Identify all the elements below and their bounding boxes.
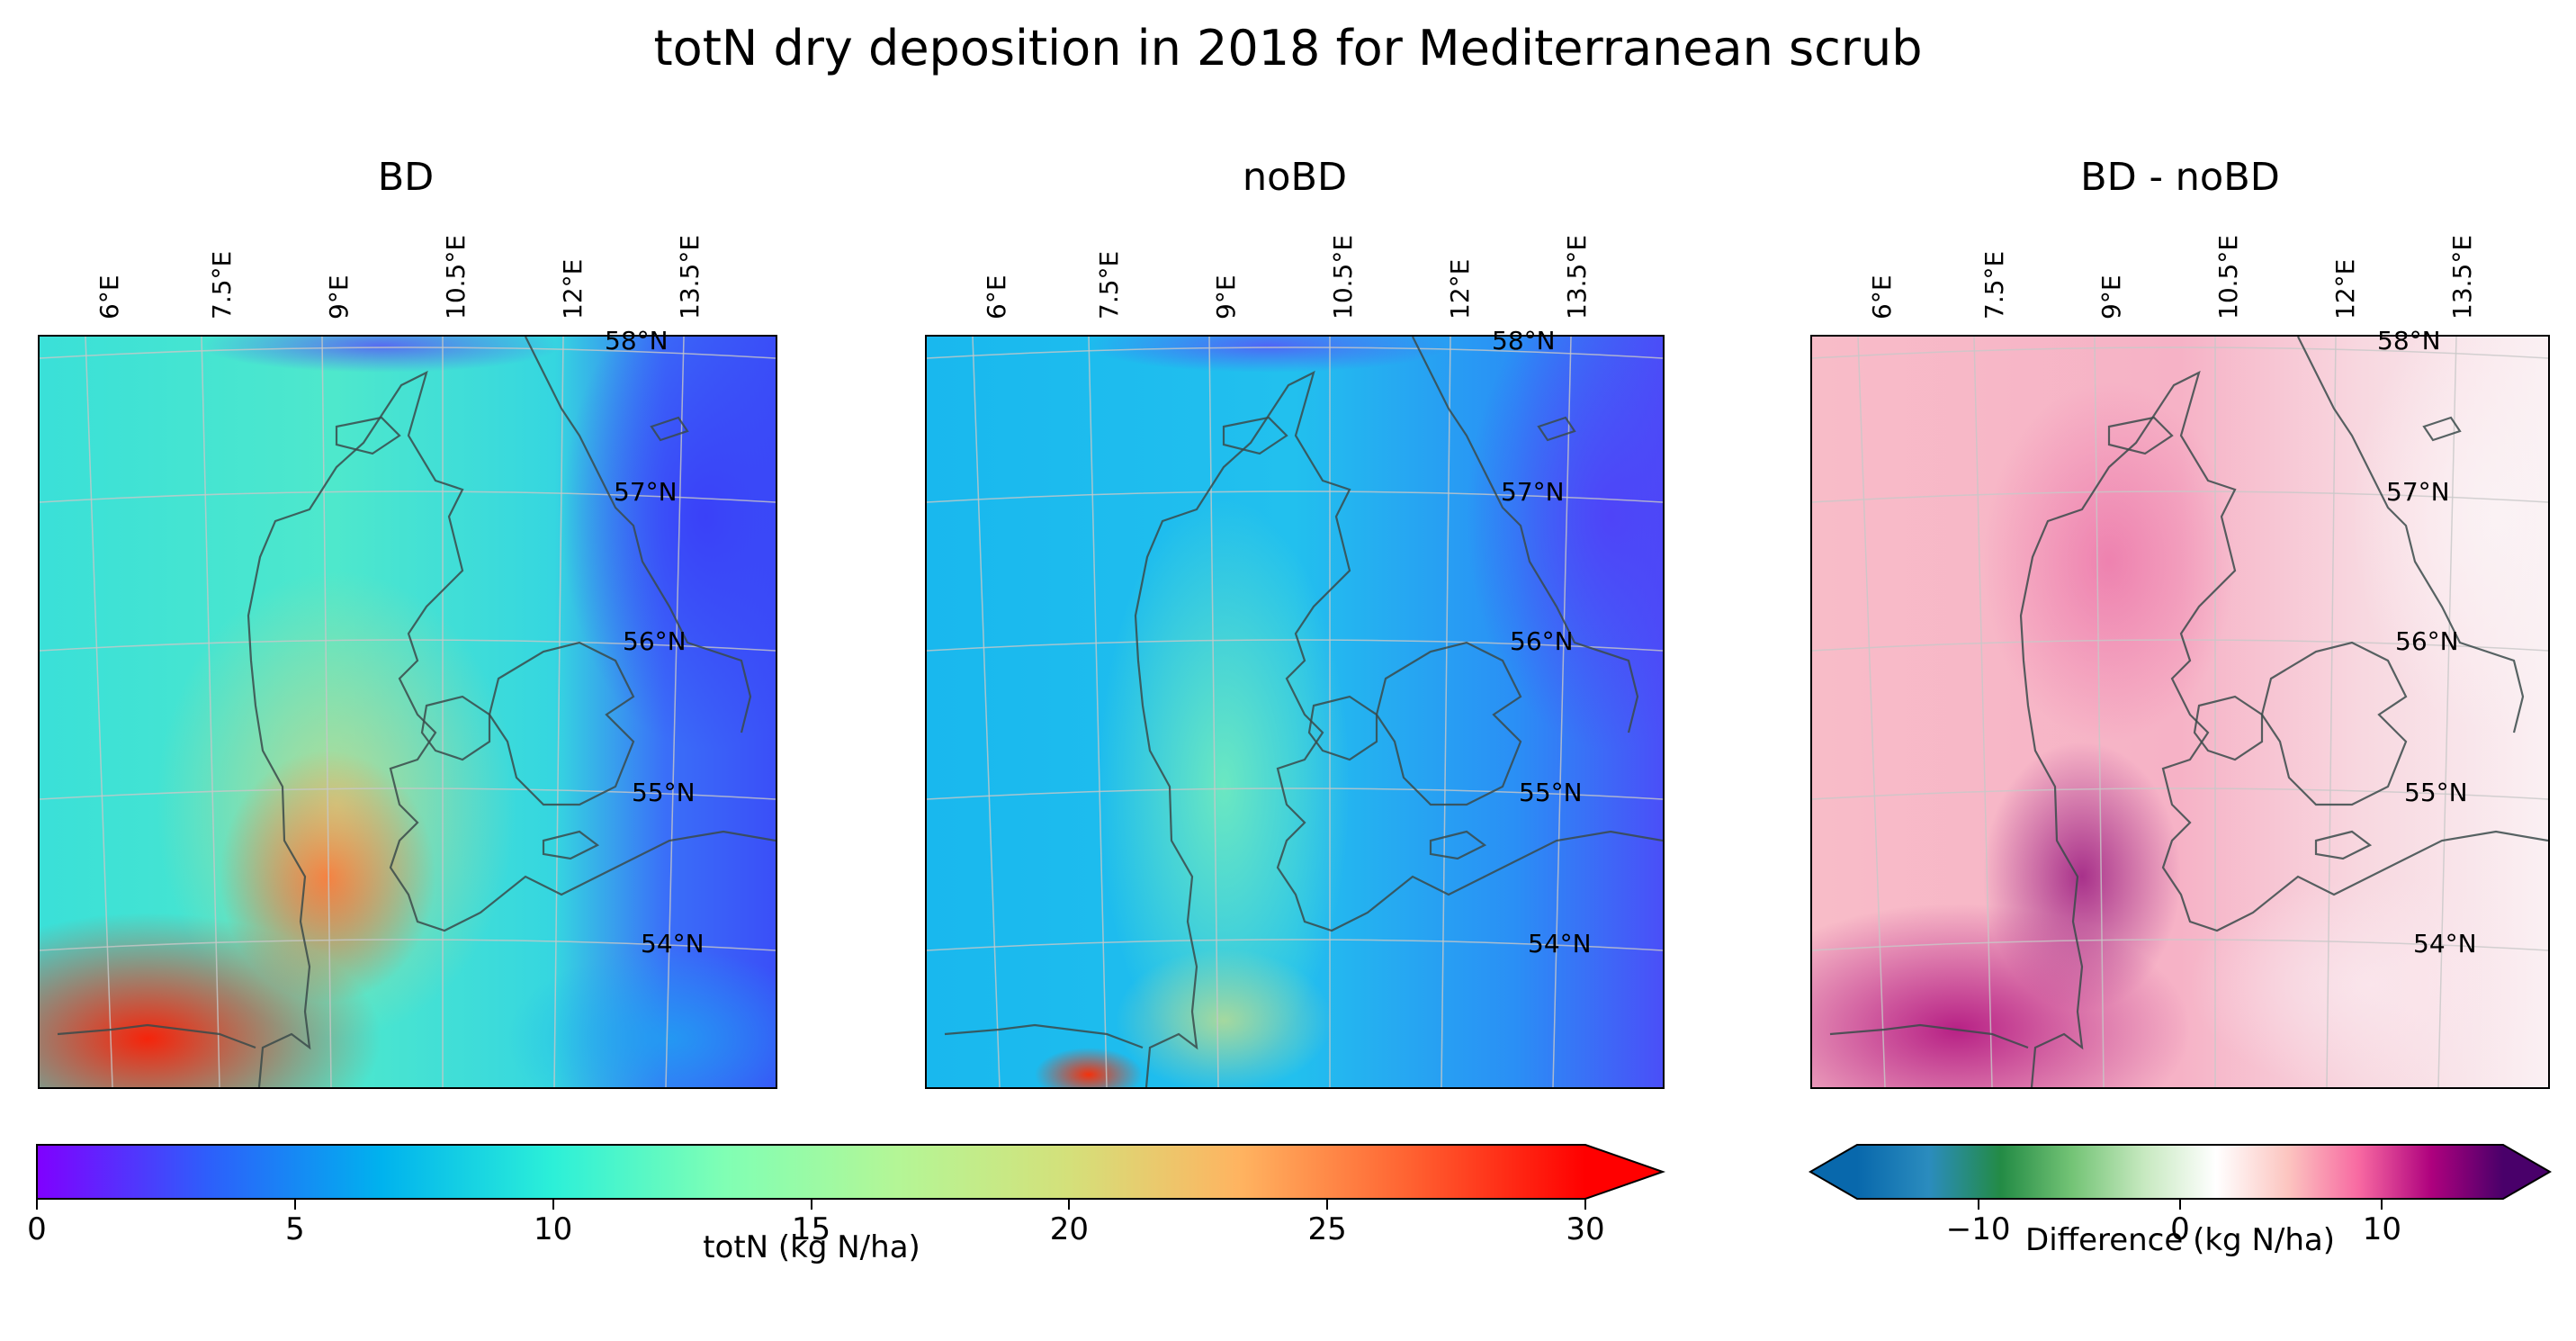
lon-tick-label: 6°E [1867, 274, 1897, 320]
lat-tick-label: 55°N [632, 778, 696, 807]
colorbar-main-tick [1584, 1199, 1586, 1210]
colorbar-diff-gradient [1857, 1145, 2503, 1199]
lon-tick-label: 7.5°E [1094, 250, 1124, 320]
lon-tick-label: 6°E [94, 274, 124, 320]
map-panel-bd[interactable] [38, 335, 777, 1089]
lat-tick-label: 58°N [1492, 326, 1556, 356]
colorbar-main-tick [293, 1199, 296, 1210]
colorbar-main-tick-label: 15 [791, 1211, 831, 1247]
lon-tick-label: 9°E [1211, 274, 1241, 320]
panel-title-diff: BD - noBD [2080, 155, 2280, 200]
lat-tick-label: 54°N [2413, 929, 2477, 958]
lat-tick-label: 57°N [614, 477, 678, 507]
colorbar-diff-extend-max [2503, 1145, 2550, 1199]
panel-title-nobd: noBD [1242, 155, 1348, 200]
lat-tick-label: 56°N [1510, 626, 1574, 656]
lon-tick-label: 10.5°E [2213, 234, 2243, 320]
colorbar-main-tick-label: 30 [1566, 1211, 1605, 1247]
lat-tick-label: 56°N [623, 626, 687, 656]
panel-title-bd: BD [377, 155, 435, 200]
colorbar-main-tick [1326, 1199, 1329, 1210]
lon-tick-label: 10.5°E [1328, 234, 1358, 320]
colorbar-main-tick [36, 1199, 38, 1210]
map-panel-diff[interactable] [1810, 335, 2550, 1089]
colorbar-diff-tick-label: 0 [2170, 1211, 2190, 1247]
colorbar-main-extend-max [1585, 1145, 1663, 1199]
lon-tick-label: 12°E [2330, 258, 2360, 320]
colorbar-diff-extend-min [1810, 1145, 1857, 1199]
lon-tick-label: 13.5°E [1562, 234, 1592, 320]
colorbar-main-tick-label: 20 [1049, 1211, 1089, 1247]
lat-tick-label: 57°N [2386, 477, 2450, 507]
colorbar-diff [1809, 1144, 2552, 1200]
colorbar-diff-tick [2381, 1199, 2383, 1210]
lon-tick-label: 10.5°E [441, 234, 471, 320]
colorbar-diff-outline [1809, 1144, 2552, 1200]
colorbar-diff-tick-label: 10 [2362, 1211, 2401, 1247]
lon-tick-label: 7.5°E [1979, 250, 2009, 320]
lon-tick-label: 7.5°E [207, 250, 237, 320]
colorbar-diff-label: Difference (kg N/ha) [2025, 1222, 2335, 1258]
lon-tick-label: 9°E [2096, 274, 2126, 320]
colorbar-diff-tick [2179, 1199, 2181, 1210]
colorbar-diff-tick-label: −10 [1945, 1211, 2011, 1247]
colorbar-main-outline [36, 1144, 1666, 1200]
lat-tick-label: 57°N [1501, 477, 1565, 507]
lon-tick-label: 13.5°E [2447, 234, 2477, 320]
colorbar-main-tick [810, 1199, 812, 1210]
figure-title: totN dry deposition in 2018 for Mediterr… [653, 20, 1923, 76]
lat-tick-label: 54°N [641, 929, 705, 958]
map-diff [1812, 337, 2548, 1087]
lat-tick-label: 56°N [2395, 626, 2459, 656]
lat-tick-label: 54°N [1528, 929, 1592, 958]
colorbar-main-label: totN (kg N/ha) [703, 1229, 920, 1265]
colorbar-main-tick-label: 5 [285, 1211, 305, 1247]
lon-tick-label: 13.5°E [675, 234, 705, 320]
colorbar-main-tick [552, 1199, 554, 1210]
lat-tick-label: 58°N [605, 326, 669, 356]
lon-tick-label: 9°E [324, 274, 354, 320]
lat-tick-label: 55°N [1519, 778, 1583, 807]
colorbar-main-tick-label: 10 [534, 1211, 573, 1247]
lat-tick-label: 55°N [2404, 778, 2468, 807]
colorbar-main-gradient [37, 1145, 1585, 1199]
lon-tick-label: 12°E [1445, 258, 1475, 320]
map-nobd [927, 337, 1663, 1087]
colorbar-main-tick [1068, 1199, 1071, 1210]
colorbar-diff-tick [1977, 1199, 1979, 1210]
lon-tick-label: 12°E [558, 258, 588, 320]
colorbar-main-tick-label: 0 [27, 1211, 47, 1247]
map-bd [40, 337, 776, 1087]
colorbar-main [36, 1144, 1666, 1200]
map-panel-nobd[interactable] [925, 335, 1665, 1089]
lon-tick-label: 6°E [982, 274, 1011, 320]
colorbar-main-tick-label: 25 [1307, 1211, 1347, 1247]
lat-tick-label: 58°N [2377, 326, 2441, 356]
